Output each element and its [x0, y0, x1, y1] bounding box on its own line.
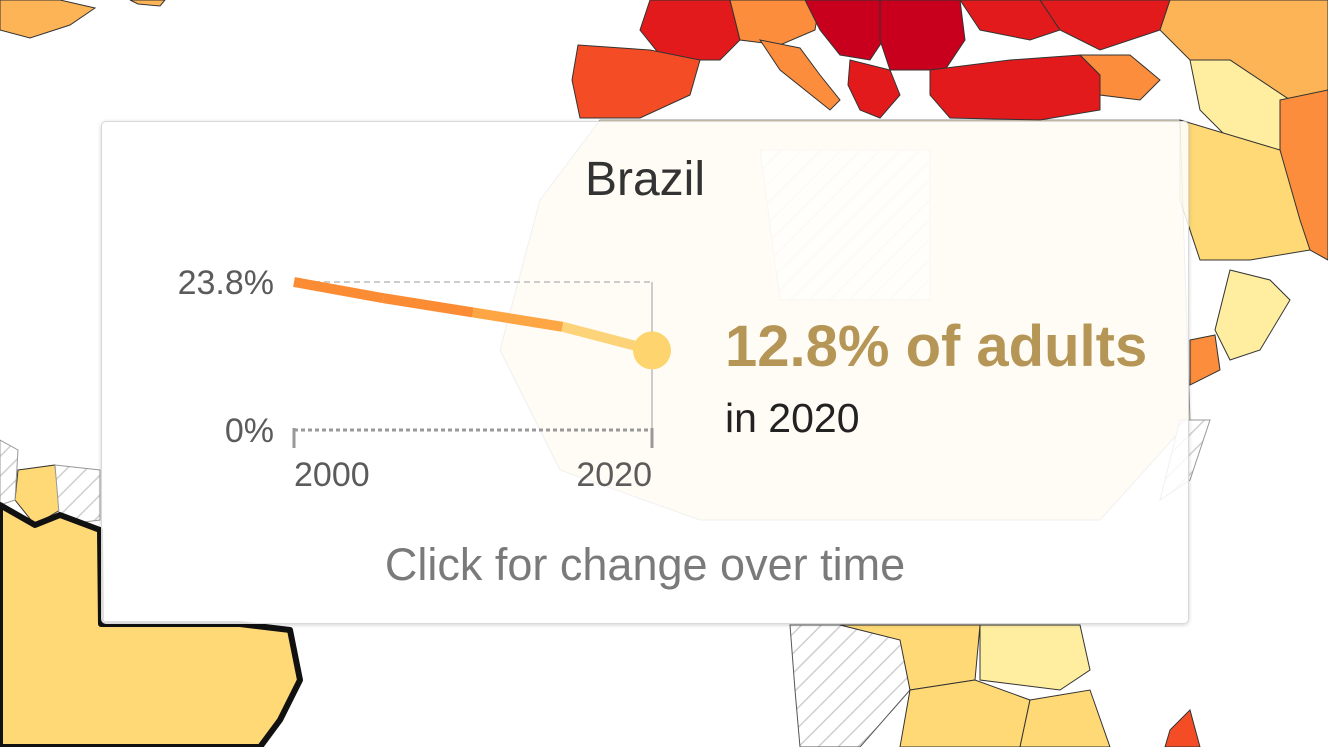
country-tanzania[interactable]: [979, 624, 1091, 691]
sparkline-series: [293, 277, 671, 370]
country-zambia[interactable]: [899, 679, 1031, 747]
country-venezuela-nodata[interactable]: [0, 439, 19, 506]
country-caucasus[interactable]: [1078, 54, 1161, 101]
sparkline-current-point: [633, 331, 671, 370]
country-greece[interactable]: [847, 59, 901, 119]
tooltip-year-label: in 2020: [725, 395, 860, 441]
country-tooltip[interactable]: Brazil 23.8% 0% 2000 2020 12.8% of adults i…: [101, 121, 1189, 624]
country-arctic-fragment-2[interactable]: [129, 0, 166, 7]
country-ukraine-russia-west[interactable]: [959, 0, 1061, 41]
sparkline-y-max-label: 23.8%: [178, 264, 274, 302]
change-over-time-link[interactable]: Click for change over time: [384, 539, 906, 590]
sparkline-axes: [292, 281, 654, 448]
sparkline-segment: [293, 277, 385, 304]
country-spain-portugal[interactable]: [571, 44, 701, 119]
sparkline-x-end-label: 2020: [576, 456, 652, 494]
sparkline-segment: [472, 307, 564, 332]
tooltip-country-title: Brazil: [584, 153, 706, 206]
country-mozambique[interactable]: [1019, 689, 1111, 747]
country-romania-bulgaria[interactable]: [879, 0, 966, 71]
country-germany-central[interactable]: [729, 0, 821, 46]
country-angola[interactable]: [789, 624, 911, 747]
country-brazil[interactable]: [0, 502, 303, 747]
sparkline-y-min-label: 0%: [225, 412, 274, 450]
sparkline-segment: [382, 293, 474, 318]
sparkline-tick-labels: 23.8% 0% 2000 2020: [178, 264, 652, 494]
tooltip-headline-value: 12.8% of adults: [725, 314, 1148, 379]
sparkline-segment: [561, 321, 636, 351]
country-suriname-nodata[interactable]: [54, 464, 101, 526]
sparkline-x-start-label: 2000: [294, 456, 370, 494]
country-russia[interactable]: [1039, 0, 1171, 51]
sparkline-chart: 23.8% 0% 2000 2020: [178, 264, 671, 494]
country-madagascar[interactable]: [1164, 709, 1201, 747]
country-turkey[interactable]: [929, 54, 1101, 121]
country-balkans[interactable]: [804, 0, 891, 61]
country-oman[interactable]: [1214, 269, 1291, 361]
country-yemen[interactable]: [1189, 334, 1221, 386]
country-arctic-fragment[interactable]: [0, 0, 97, 39]
country-italy[interactable]: [758, 39, 841, 111]
